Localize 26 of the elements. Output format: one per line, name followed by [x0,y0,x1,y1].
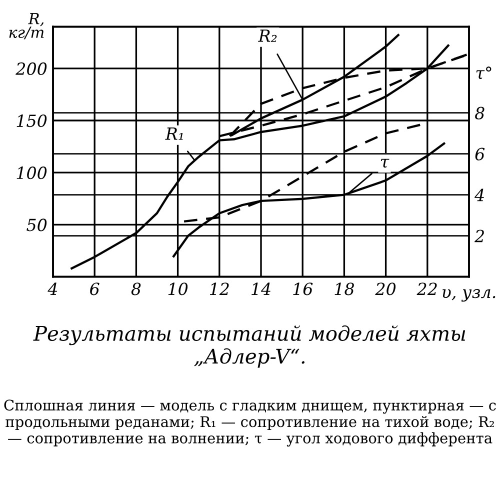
x-tick-label: 14 [252,282,270,295]
x-tick-label: 22 [416,282,437,295]
y2-axis-title: τ° [476,66,492,79]
x-tick-label: 16 [293,282,313,296]
annotation: τ [380,158,390,168]
annotation: R₁ [165,128,183,140]
y2-tick-label: 4 [474,188,484,202]
y-axis-title: R, кг/т [9,13,44,40]
text: Сплошная линия — модель с гладким днищем, пунктирная — с продольными реданами; R₁ — сопротивление на тихой воде; R₂ — сопротивление на волнении; τ — угол ходового дифферента [4,400,496,447]
x-tick-label: 6 [90,282,100,296]
x-tick-label: 20 [375,282,396,296]
x-tick-label: 10 [168,282,188,296]
x-tick-label: 18 [334,282,354,296]
annotation: R₂ [258,30,277,42]
x-tick-label: 8 [131,282,141,296]
y-tick-label: 150 [16,114,47,128]
y-tick-label: 50 [26,218,47,232]
y-tick-label: 200 [16,62,47,76]
y2-tick-label: 6 [475,148,485,160]
text: Результаты испытаний моделей яхты „Адлер-V“. [33,325,466,368]
y2-tick-label: 2 [474,230,484,242]
x-tick-label: 4 [48,282,58,295]
y2-tick-label: 8 [475,106,484,120]
x-tick-label: 12 [210,282,229,295]
x-axis-title: υ, узл. [442,289,496,302]
y-tick-label: 100 [16,166,47,180]
